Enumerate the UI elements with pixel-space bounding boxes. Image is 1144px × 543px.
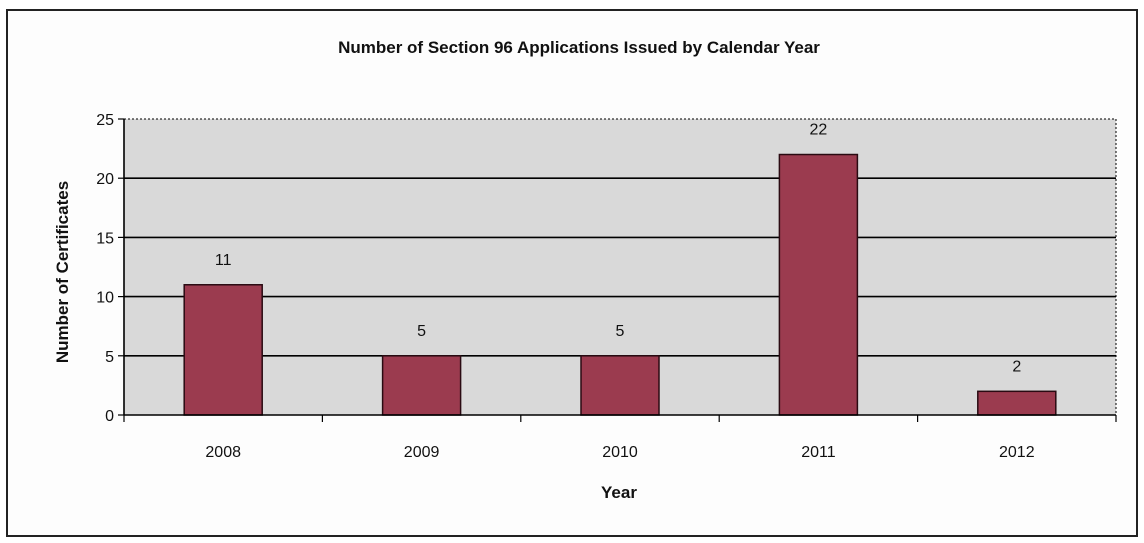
bar: [383, 356, 461, 415]
y-axis-title: Number of Certificates: [53, 181, 72, 363]
data-label: 11: [215, 252, 232, 269]
bar: [184, 285, 262, 415]
y-tick-label: 20: [96, 171, 114, 188]
data-label: 2: [1012, 358, 1021, 375]
y-tick-label: 10: [96, 290, 114, 307]
data-label: 22: [810, 122, 828, 139]
bar: [779, 155, 857, 415]
x-axis-title: Year: [601, 483, 637, 502]
x-tick-labels: 2008 2009 2010 2011 2012: [205, 444, 1034, 461]
bar: [581, 356, 659, 415]
y-tick-labels: 0 5 10 15 20 25: [96, 112, 114, 425]
y-tick-label: 0: [105, 408, 114, 425]
bar: [978, 391, 1056, 415]
y-tick-label: 15: [96, 230, 114, 247]
x-tick-label: 2009: [404, 444, 440, 461]
chart-title: Number of Section 96 Applications Issued…: [338, 38, 820, 57]
y-tick-label: 25: [96, 112, 114, 129]
x-tick-label: 2011: [801, 444, 836, 461]
x-tick-label: 2008: [205, 444, 241, 461]
x-tick-label: 2012: [999, 444, 1035, 461]
y-tick-label: 5: [105, 349, 114, 366]
data-label: 5: [616, 323, 625, 340]
x-tick-label: 2010: [602, 444, 638, 461]
data-label: 5: [417, 323, 426, 340]
